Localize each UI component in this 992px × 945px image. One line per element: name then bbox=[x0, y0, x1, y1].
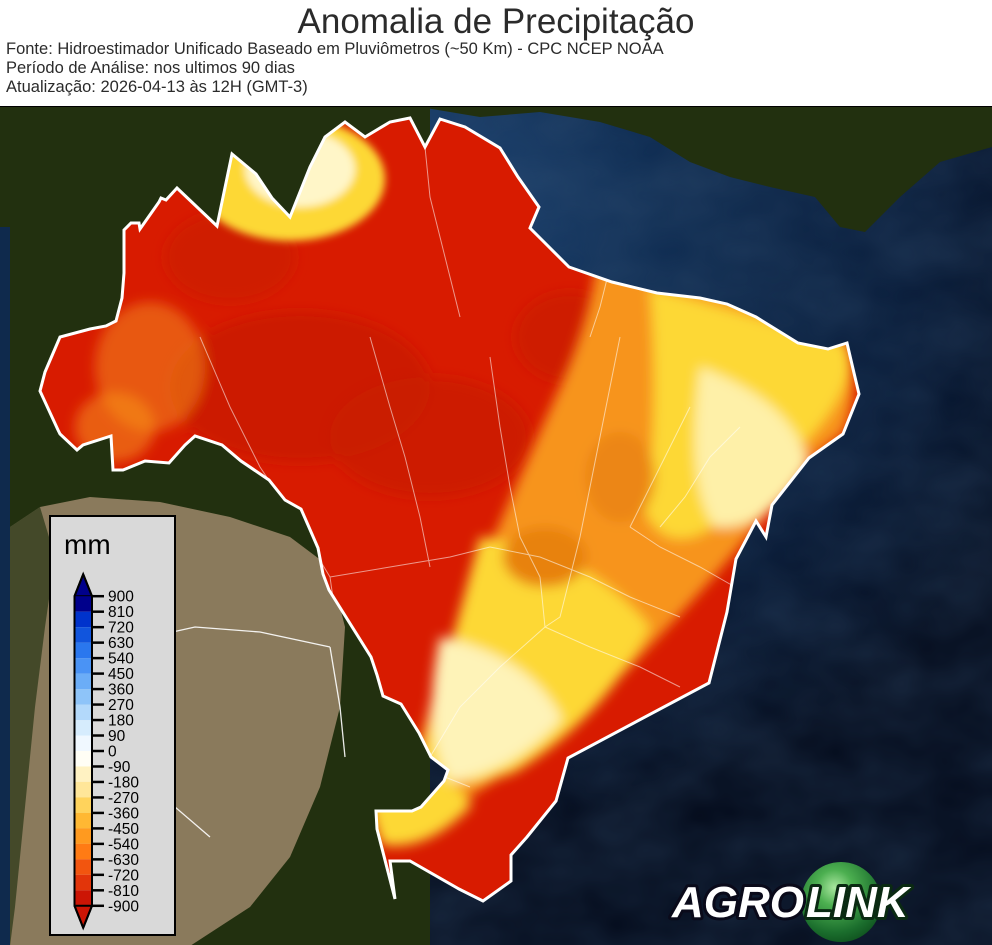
svg-text:810: 810 bbox=[108, 604, 134, 621]
svg-text:270: 270 bbox=[108, 697, 134, 714]
svg-text:540: 540 bbox=[108, 651, 134, 668]
svg-text:-90: -90 bbox=[108, 759, 131, 776]
svg-text:0: 0 bbox=[108, 744, 117, 761]
svg-text:630: 630 bbox=[108, 635, 134, 652]
svg-text:450: 450 bbox=[108, 666, 134, 683]
svg-text:-630: -630 bbox=[108, 852, 139, 869]
svg-text:-540: -540 bbox=[108, 836, 139, 853]
svg-text:90: 90 bbox=[108, 728, 126, 745]
svg-text:-180: -180 bbox=[108, 774, 139, 791]
svg-text:AGRO: AGRO bbox=[671, 878, 804, 927]
svg-text:360: 360 bbox=[108, 682, 134, 699]
svg-text:-450: -450 bbox=[108, 821, 139, 838]
svg-text:-360: -360 bbox=[108, 805, 139, 822]
svg-text:-720: -720 bbox=[108, 867, 139, 884]
svg-text:mm: mm bbox=[64, 529, 111, 560]
svg-text:180: 180 bbox=[108, 713, 134, 730]
svg-text:-270: -270 bbox=[108, 790, 139, 807]
svg-text:720: 720 bbox=[108, 620, 134, 637]
svg-text:-900: -900 bbox=[108, 898, 139, 915]
svg-text:-810: -810 bbox=[108, 883, 139, 900]
svg-text:900: 900 bbox=[108, 589, 134, 606]
svg-text:LINK: LINK bbox=[806, 878, 912, 927]
